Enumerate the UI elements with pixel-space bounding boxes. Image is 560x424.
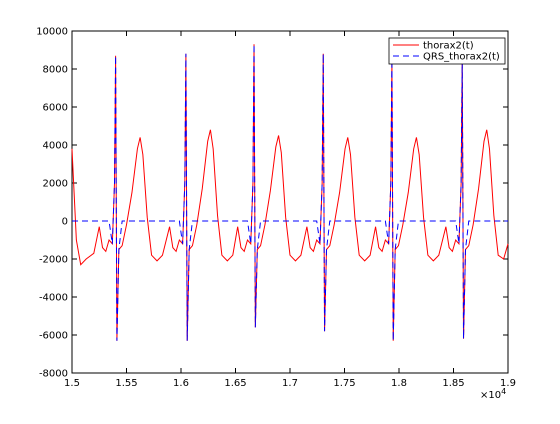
x-tick-label: 1.75	[333, 378, 355, 389]
x-multiplier: ×104	[480, 387, 506, 401]
x-tick-label: 1.8	[391, 378, 407, 389]
x-tick-label: 1.85	[442, 378, 464, 389]
series-line	[72, 44, 508, 341]
x-tick-label: 1.7	[282, 378, 298, 389]
y-tick-label: -4000	[39, 293, 68, 304]
series-line	[71, 44, 509, 341]
x-tick-label: 1.9	[500, 378, 516, 389]
legend-box	[388, 37, 506, 65]
y-tick-label: -2000	[39, 255, 68, 266]
y-tick-label: 10000	[36, 27, 68, 38]
y-tick-label: -8000	[39, 369, 68, 380]
y-tick-label: 0	[62, 217, 68, 228]
y-tick-label: 6000	[43, 103, 68, 114]
x-multiplier-base: ×10	[480, 390, 501, 401]
y-tick-label: 4000	[43, 141, 68, 152]
x-tick-label: 1.65	[224, 378, 246, 389]
legend-label: QRS_thorax2(t)	[423, 52, 500, 63]
y-tick-label: 8000	[43, 65, 68, 76]
x-tick-label: 1.55	[115, 378, 137, 389]
x-multiplier-exponent: 4	[501, 387, 506, 396]
y-tick-label: 2000	[43, 179, 68, 190]
x-tick-label: 1.6	[173, 378, 189, 389]
y-tick-label: -6000	[39, 331, 68, 342]
plot-area	[71, 30, 509, 374]
legend-label: thorax2(t)	[423, 41, 474, 52]
x-tick-label: 1.5	[64, 378, 80, 389]
